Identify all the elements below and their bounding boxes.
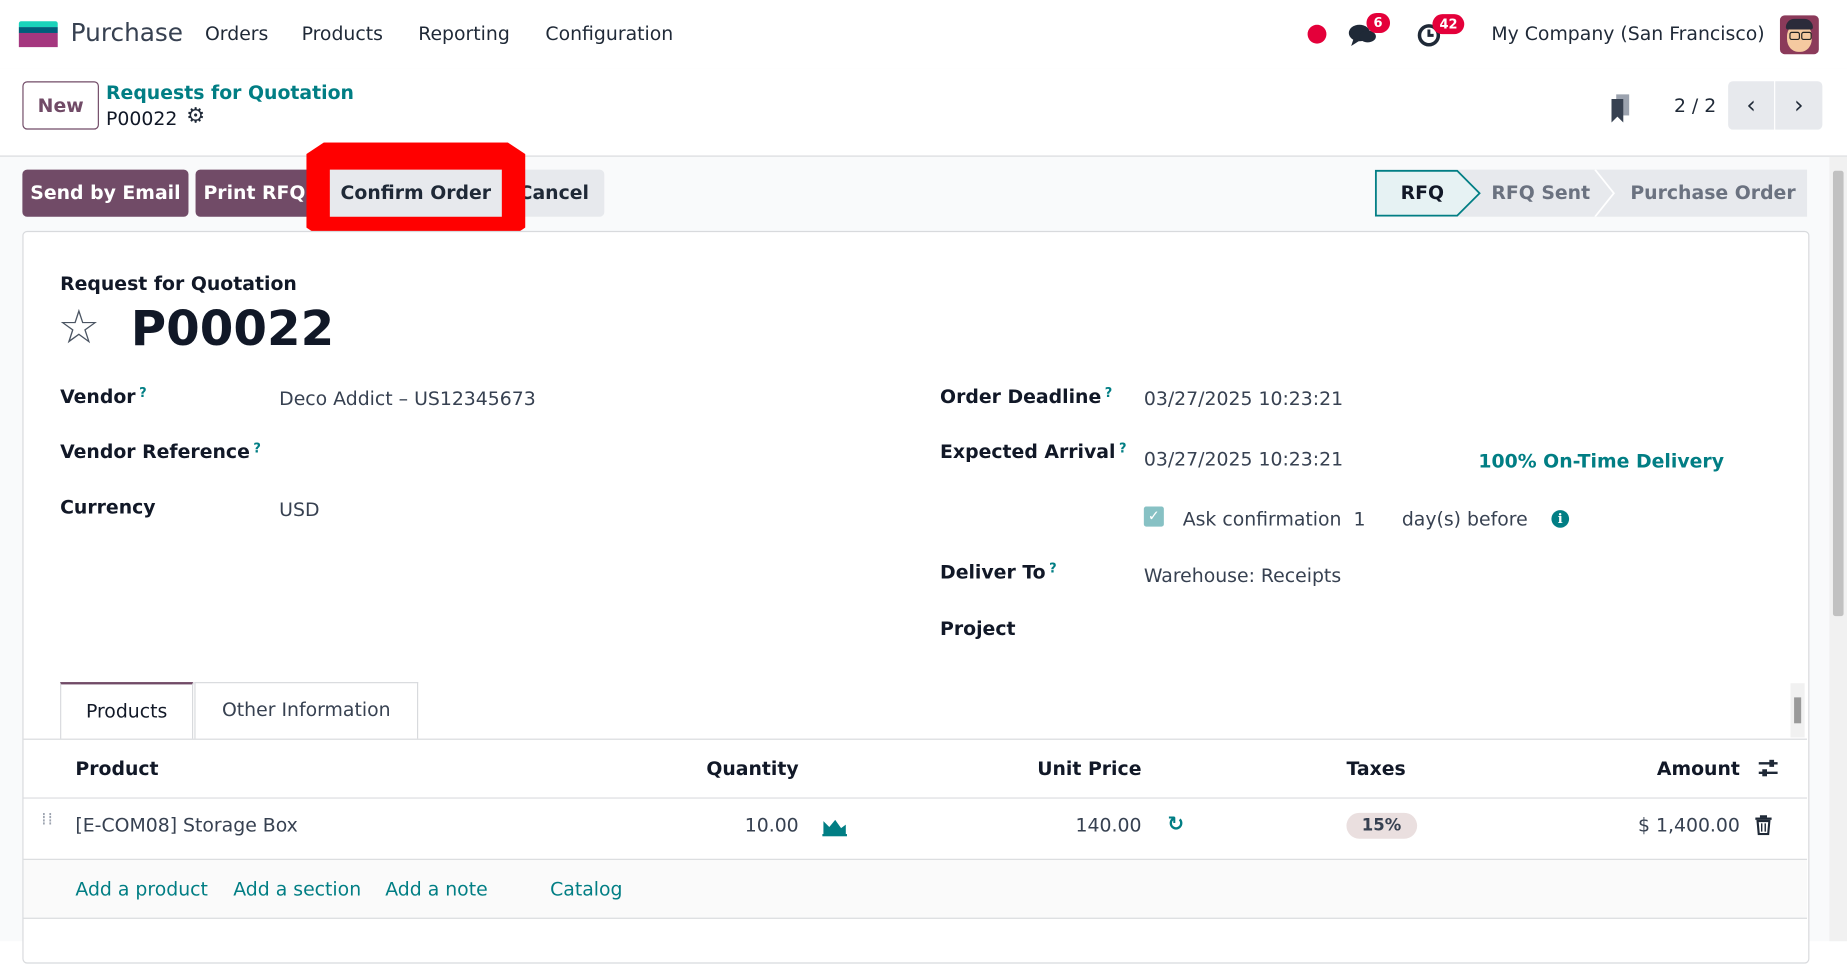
bookmark-icon[interactable] [1609,94,1633,125]
clock-icon [1417,24,1441,47]
column-header-amount[interactable]: Amount [1656,757,1740,780]
divider [23,797,1808,799]
vendor-reference-label: Vendor Reference? [60,440,261,463]
expected-arrival-label: Expected Arrival? [940,440,1127,463]
status-step-rfq[interactable]: RFQ [1375,169,1481,217]
column-header-unit-price[interactable]: Unit Price [1037,757,1142,780]
expected-arrival-field[interactable]: 03/27/2025 10:23:21 [1143,447,1344,471]
add-line-row [23,859,1808,918]
table-row[interactable] [23,798,1808,859]
column-header-product[interactable]: Product [75,757,159,780]
gear-icon[interactable]: ⚙ [186,103,206,129]
send-by-email-button[interactable]: Send by Email [22,169,189,217]
vendor-field[interactable]: Deco Addict – US12345673 [279,387,536,410]
form-subtitle: Request for Quotation [60,272,297,295]
breadcrumb-current: P00022 [106,107,178,130]
status-step-purchase-order[interactable]: Purchase Order [1630,181,1796,204]
help-icon[interactable]: ? [1049,560,1057,577]
currency-label: Currency [60,495,156,519]
messages-badge: 6 [1366,12,1390,33]
status-dot-icon[interactable] [1307,24,1327,44]
add-note-link[interactable]: Add a note [385,877,488,900]
top-navbar: Purchase Orders Products Reporting Confi… [0,0,1847,69]
history-icon[interactable]: ↻ [1167,812,1185,837]
add-section-link[interactable]: Add a section [233,877,362,900]
column-header-taxes[interactable]: Taxes [1346,757,1406,780]
project-label: Project [940,617,1016,640]
forecast-chart-icon[interactable] [822,816,847,837]
activities-button[interactable]: 42 [1416,14,1465,49]
help-icon[interactable]: ? [139,385,147,401]
divider [23,917,1808,919]
quantity-cell[interactable]: 10.00 [744,813,799,837]
help-icon[interactable]: ? [1104,385,1113,401]
ask-confirmation-label: Ask confirmation [1182,507,1342,531]
unit-price-cell[interactable]: 140.00 [1075,813,1142,837]
project-field[interactable] [1144,615,1733,643]
scrollbar-thumb[interactable] [1832,170,1844,617]
purchase-app-logo-icon[interactable] [18,21,58,48]
status-bar: RFQ RFQ Sent Purchase Order [1374,169,1808,217]
menu-configuration[interactable]: Configuration [545,22,674,45]
help-icon[interactable]: ? [1119,440,1127,456]
divider [23,738,1808,740]
record-title: P00022 [130,300,335,357]
vendor-reference-field[interactable] [279,438,868,466]
ask-days-field[interactable]: 1 [1353,507,1366,531]
tab-other-information[interactable]: Other Information [194,682,419,739]
star-icon[interactable]: ☆ [57,300,100,355]
deliver-to-field[interactable]: Warehouse: Receipts [1143,564,1342,587]
on-time-delivery-link[interactable]: 100% On-Time Delivery [1478,449,1724,473]
app-name[interactable]: Purchase [70,18,184,48]
currency-field[interactable]: USD [279,498,320,521]
trash-icon[interactable] [1755,815,1772,836]
divider [23,858,1808,860]
tax-badge[interactable]: 15% [1346,812,1417,839]
catalog-link[interactable]: Catalog [550,877,623,900]
product-cell[interactable]: [E-COM08] Storage Box [75,813,298,837]
deliver-to-label: Deliver To? [940,560,1057,584]
pager-value[interactable]: 2 / 2 [1673,94,1717,117]
order-deadline-label: Order Deadline? [940,385,1113,408]
print-rfq-button[interactable]: Print RFQ [195,169,314,217]
confirm-order-button[interactable]: Confirm Order [329,169,502,217]
company-switcher[interactable]: My Company (San Francisco) [1491,22,1765,45]
add-product-link[interactable]: Add a product [75,877,208,900]
tab-products[interactable]: Products [60,682,194,739]
column-header-quantity[interactable]: Quantity [706,757,799,780]
user-avatar[interactable] [1779,15,1819,55]
amount-cell: $ 1,400.00 [1637,813,1740,837]
tabs-scrollbar[interactable] [1790,683,1805,738]
column-settings-icon[interactable] [1756,757,1780,778]
drag-handle-icon[interactable]: ⁞⁞ [41,810,55,830]
vendor-label: Vendor? [60,385,147,408]
messages-button[interactable]: 6 [1348,12,1390,47]
breadcrumb-parent-link[interactable]: Requests for Quotation [106,81,354,104]
help-icon[interactable]: ? [253,440,261,456]
pager-previous-button[interactable]: ‹ [1728,81,1775,130]
page-scrollbar[interactable] [1829,156,1847,942]
status-step-rfq-sent[interactable]: RFQ Sent [1491,181,1591,204]
new-button[interactable]: New [22,81,99,130]
activities-badge: 42 [1432,14,1465,35]
control-panel: New Requests for Quotation P00022 ⚙ 2 / … [0,68,1847,157]
menu-reporting[interactable]: Reporting [418,22,510,45]
pager-next-button[interactable]: › [1775,81,1823,130]
chat-icon [1348,24,1376,46]
menu-products[interactable]: Products [301,22,383,45]
info-icon[interactable]: i [1551,510,1570,528]
days-before-label: day(s) before [1401,507,1528,531]
order-deadline-field[interactable]: 03/27/2025 10:23:21 [1143,387,1344,410]
ask-confirmation-checkbox[interactable]: ✓ [1143,506,1164,527]
menu-orders[interactable]: Orders [204,22,269,45]
